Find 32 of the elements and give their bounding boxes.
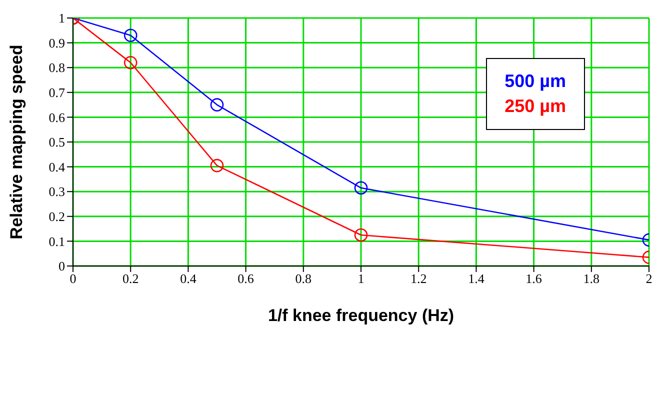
x-axis-title: 1/f knee frequency (Hz) <box>268 306 454 325</box>
y-tick-label: 0.8 <box>48 60 65 76</box>
x-tick-label: 1.2 <box>410 271 427 286</box>
point <box>354 181 368 195</box>
y-tick-label: 0.9 <box>48 35 65 50</box>
y-tick-label: 0.5 <box>48 134 65 150</box>
y-tick-label: 0.3 <box>48 184 65 200</box>
x-tick-label: 0.6 <box>238 271 254 286</box>
x-tick-label: 0 <box>70 271 76 286</box>
point <box>124 28 138 42</box>
y-tick-label: 1 <box>58 10 65 26</box>
y-tick-label: 0.4 <box>48 159 66 174</box>
x-tick-label: 0.2 <box>122 271 139 286</box>
x-tick-label: 1.8 <box>583 271 600 286</box>
x-tick-label: 0.8 <box>295 271 312 286</box>
y-tick-label: 0.1 <box>48 234 65 249</box>
point <box>354 228 368 242</box>
point <box>210 98 224 112</box>
x-tick-label: 1.6 <box>526 271 542 286</box>
text: 500 µm <box>504 71 566 92</box>
x-tick-label: 1.4 <box>468 271 485 286</box>
y-tick-label: 0 <box>58 258 65 274</box>
text: 250 µm <box>504 96 566 117</box>
x-tick-label: 1 <box>358 271 364 286</box>
point <box>210 158 224 172</box>
y-axis-title: Relative mapping speed <box>7 44 26 240</box>
y-tick-label: 0.7 <box>48 85 66 100</box>
x-tick-label: 0.4 <box>180 271 197 286</box>
y-tick-label: 0.6 <box>48 110 66 125</box>
y-tick-label: 0.2 <box>48 209 65 224</box>
x-tick-label: 2 <box>646 271 652 286</box>
point <box>124 56 138 70</box>
